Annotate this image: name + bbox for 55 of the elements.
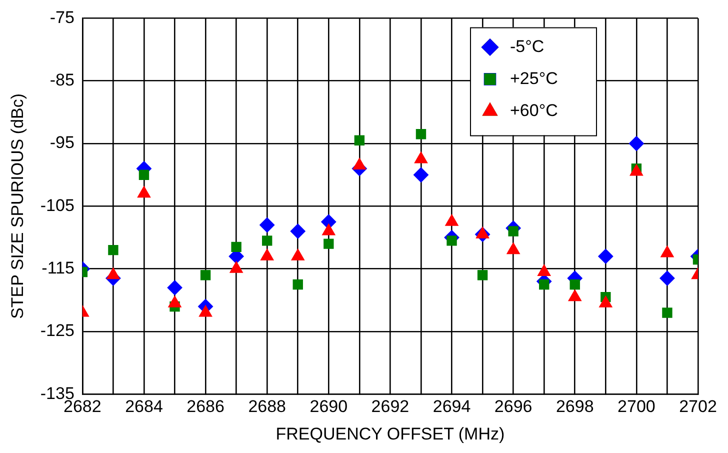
x-tick-label: 2696 <box>494 397 532 416</box>
x-tick-label: 2694 <box>432 397 471 416</box>
point <box>570 279 580 290</box>
x-tick-label: 2684 <box>125 397 163 416</box>
y-axis-title: STEP SIZE SPURIOUS (dBc) <box>8 93 27 319</box>
point <box>508 226 518 236</box>
point <box>477 270 488 280</box>
point <box>290 224 306 239</box>
point <box>231 242 242 252</box>
point <box>662 308 672 318</box>
point <box>230 261 243 273</box>
point <box>324 238 334 249</box>
legend-label: +25°C <box>510 68 558 88</box>
y-tick-label: -95 <box>50 133 74 152</box>
point <box>538 264 551 276</box>
x-tick-label: 2686 <box>186 397 224 416</box>
point <box>322 224 336 236</box>
point <box>106 268 120 280</box>
point <box>413 167 428 182</box>
x-tick-label: 2690 <box>310 397 348 416</box>
point <box>506 242 520 254</box>
point <box>660 270 675 286</box>
x-tick-label: 2688 <box>248 397 286 416</box>
point <box>354 135 365 146</box>
point <box>291 248 304 260</box>
y-tick-label: -115 <box>42 258 74 278</box>
point <box>260 248 274 260</box>
point <box>262 236 272 246</box>
y-tick-label: -125 <box>40 321 74 340</box>
x-tick-label: 2698 <box>556 397 594 416</box>
x-tick-label: 2702 <box>679 397 717 416</box>
point <box>660 246 674 258</box>
y-tick-label: -105 <box>40 196 74 215</box>
x-axis-title: FREQUENCY OFFSET (MHz) <box>276 424 505 444</box>
y-tick-label: -85 <box>50 70 74 90</box>
point <box>167 280 182 296</box>
y-tick-label: -75 <box>50 8 74 27</box>
point <box>599 296 612 308</box>
x-tick-label: 2700 <box>618 397 656 416</box>
legend-label: +60°C <box>510 100 558 120</box>
point <box>260 218 275 232</box>
point <box>168 296 182 308</box>
point <box>416 129 426 140</box>
point <box>292 279 303 290</box>
point <box>539 279 550 290</box>
point <box>138 170 150 180</box>
point <box>446 236 457 246</box>
point <box>598 248 614 264</box>
point <box>198 305 212 317</box>
x-tick-label: 2692 <box>371 397 410 416</box>
point <box>628 136 644 152</box>
point <box>568 290 582 302</box>
legend-label: -5°C <box>510 36 544 56</box>
point <box>108 244 118 256</box>
point <box>200 270 211 280</box>
